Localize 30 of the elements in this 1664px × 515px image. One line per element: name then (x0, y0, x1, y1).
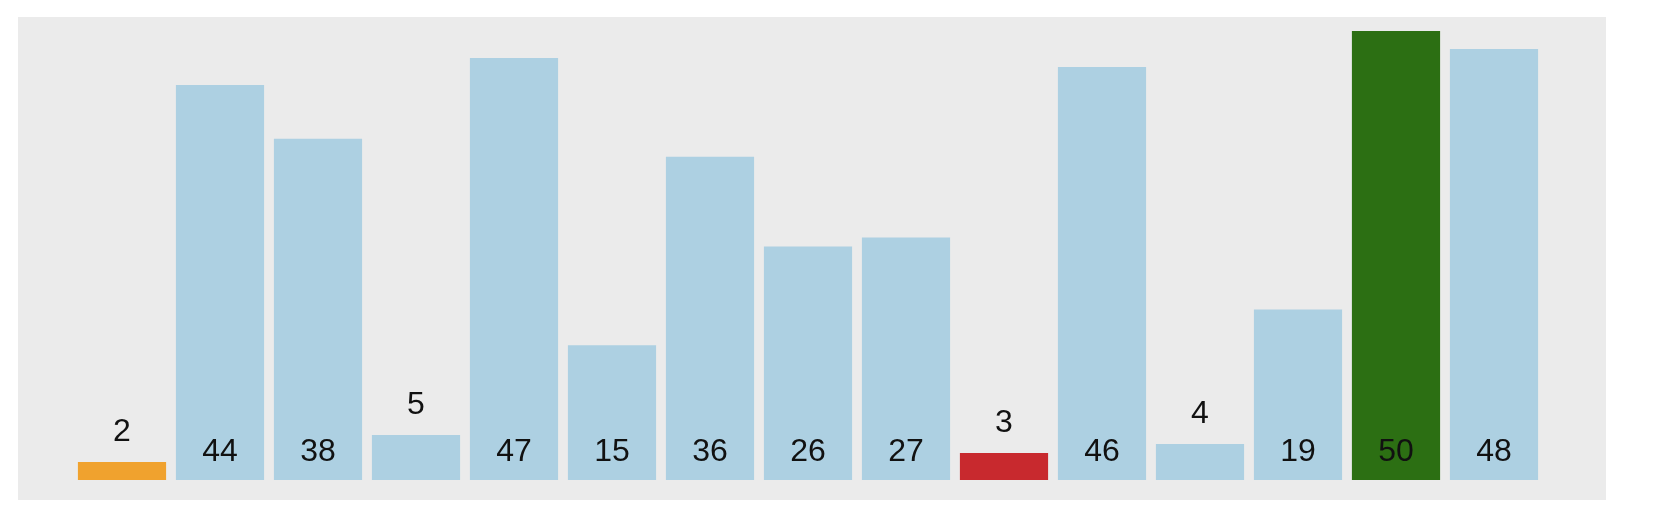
bar (665, 156, 755, 480)
bar (371, 435, 461, 480)
bar (763, 246, 853, 480)
data-label: 27 (888, 431, 924, 468)
bar (469, 57, 559, 480)
data-label: 46 (1084, 431, 1120, 468)
bar (959, 453, 1049, 480)
bar (175, 84, 265, 480)
bar (1155, 444, 1245, 480)
bar (1253, 309, 1343, 480)
data-label: 36 (692, 431, 728, 468)
data-label: 4 (1191, 393, 1209, 430)
data-label: 26 (790, 431, 826, 468)
data-label: 44 (202, 431, 238, 468)
data-label: 48 (1476, 431, 1512, 468)
bar (1057, 66, 1147, 480)
data-label: 19 (1280, 431, 1316, 468)
bar (861, 237, 951, 480)
data-label: 2 (113, 411, 131, 448)
bar (1449, 48, 1539, 480)
data-label: 38 (300, 431, 336, 468)
data-label: 15 (594, 431, 630, 468)
bar (1351, 31, 1441, 480)
bar (567, 345, 657, 480)
data-label: 47 (496, 431, 532, 468)
bar (273, 138, 363, 480)
data-label: 50 (1378, 431, 1414, 468)
data-label: 3 (995, 402, 1013, 439)
data-label: 5 (407, 384, 425, 421)
bar (77, 462, 167, 480)
